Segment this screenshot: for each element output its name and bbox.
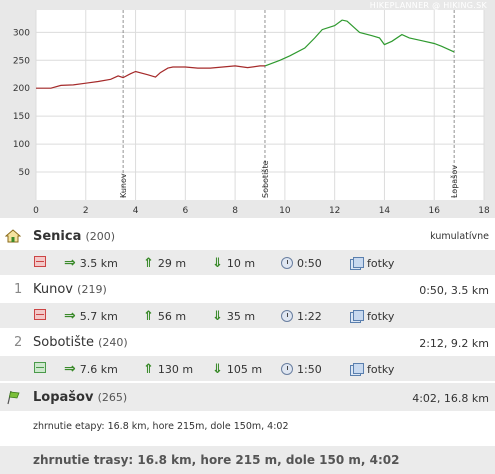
end-altitude: (265) <box>97 391 128 404</box>
segment-descent: ⇓ 10 m <box>212 255 256 271</box>
start-stop-name[interactable]: Senica (200) <box>33 229 116 244</box>
route-stop-row-2[interactable]: 2 Sobotište (240) 2:12, 9.2 km <box>0 328 495 356</box>
route-summary: zhrnutie trasy: 16.8 km, hore 215 m, dol… <box>33 453 400 467</box>
elevation-series-line <box>264 19 455 67</box>
arrow-right-icon: ⇒ <box>64 308 76 324</box>
x-tick-label: 8 <box>232 206 238 216</box>
clock-icon <box>281 363 293 375</box>
x-tick-label: 12 <box>329 206 340 216</box>
arrow-down-icon: ⇓ <box>212 361 223 377</box>
clock-icon <box>281 310 293 322</box>
y-tick-label: 250 <box>13 56 30 66</box>
clock-icon <box>281 257 293 269</box>
stage-summary: zhrnutie etapy: 16.8 km, hore 215m, dole… <box>33 421 289 432</box>
route-end-row[interactable]: Lopašov (265) 4:02, 16.8 km <box>0 383 495 411</box>
route-start-row[interactable]: Senica (200) kumulatívne <box>0 222 495 250</box>
photos-icon <box>350 257 364 270</box>
plot-area <box>36 10 484 200</box>
segment-distance: ⇒ 5.7 km <box>64 308 118 324</box>
segment-row-1[interactable]: ⇒ 3.5 km ⇑ 29 m ⇓ 10 m 0:50 fotky <box>0 250 495 275</box>
segment-time: 1:22 <box>281 309 322 323</box>
waypoint-label: Lopašov <box>449 165 459 198</box>
segment-icon[interactable] <box>34 309 46 320</box>
arrow-down-icon: ⇓ <box>212 308 223 324</box>
segment-icon[interactable] <box>34 362 46 373</box>
photos-icon <box>350 310 364 323</box>
x-tick-label: 4 <box>133 206 139 216</box>
cumulative-header: kumulatívne <box>430 231 489 242</box>
photos-icon <box>350 363 364 376</box>
segment-photos-link[interactable]: fotky <box>350 256 394 270</box>
start-altitude: (200) <box>85 230 116 243</box>
x-tick-label: 2 <box>83 206 89 216</box>
arrow-down-icon: ⇓ <box>212 255 223 271</box>
segment-row-3[interactable]: ⇒ 7.6 km ⇑ 130 m ⇓ 105 m 1:50 fotky <box>0 356 495 381</box>
end-cumulative: 4:02, 16.8 km <box>412 392 489 405</box>
elevation-series-line <box>36 65 265 89</box>
segment-distance: ⇒ 7.6 km <box>64 361 118 377</box>
x-tick-label: 16 <box>428 206 440 216</box>
segment-ascent: ⇑ 130 m <box>143 361 194 377</box>
route-summary-bar: zhrnutie trasy: 16.8 km, hore 215 m, dol… <box>0 446 495 474</box>
stop-name[interactable]: Kunov (219) <box>33 282 107 297</box>
arrow-right-icon: ⇒ <box>64 255 76 271</box>
segment-descent: ⇓ 35 m <box>212 308 256 324</box>
waypoint-label: Sobotište <box>260 160 270 198</box>
x-tick-label: 6 <box>182 206 188 216</box>
segment-distance: ⇒ 3.5 km <box>64 255 118 271</box>
x-tick-label: 0 <box>33 206 39 216</box>
finish-flag-icon <box>7 390 20 405</box>
stop-cumulative: 0:50, 3.5 km <box>419 284 489 297</box>
arrow-up-icon: ⇑ <box>143 308 154 324</box>
stop-cumulative: 2:12, 9.2 km <box>419 337 489 350</box>
elevation-chart: 50 100 150 200 250 300 0 2 4 6 8 10 12 14 16 18 Kunov So… <box>13 1 490 216</box>
elevation-profile: 50 100 150 200 250 300 0 2 4 6 8 10 12 14 16 18 Kunov So… <box>0 0 495 218</box>
y-tick-label: 100 <box>13 140 30 150</box>
segment-time: 1:50 <box>281 362 322 376</box>
segment-descent: ⇓ 105 m <box>212 361 263 377</box>
stop-number: 2 <box>14 335 23 350</box>
segment-ascent: ⇑ 29 m <box>143 255 187 271</box>
x-tick-label: 18 <box>478 206 490 216</box>
stop-number: 1 <box>14 282 23 297</box>
route-stop-row-1[interactable]: 1 Kunov (219) 0:50, 3.5 km <box>0 275 495 303</box>
stop-name[interactable]: Sobotište (240) <box>33 335 128 350</box>
x-tick-label: 10 <box>279 206 291 216</box>
segment-photos-link[interactable]: fotky <box>350 362 394 376</box>
y-tick-label: 150 <box>13 112 30 122</box>
segment-icon[interactable] <box>34 256 46 267</box>
stop-altitude: (219) <box>77 283 107 296</box>
x-tick-label: 14 <box>379 206 391 216</box>
arrow-right-icon: ⇒ <box>64 361 76 377</box>
segment-photos-link[interactable]: fotky <box>350 309 394 323</box>
end-stop-name[interactable]: Lopašov (265) <box>33 390 128 405</box>
segment-ascent: ⇑ 56 m <box>143 308 187 324</box>
y-tick-label: 200 <box>13 84 30 94</box>
arrow-up-icon: ⇑ <box>143 361 154 377</box>
stop-altitude: (240) <box>98 336 128 349</box>
waypoint-label: Kunov <box>119 173 128 198</box>
branding-label: HIKEPLANNER @ HIKING.SK <box>370 1 488 10</box>
segment-time: 0:50 <box>281 256 322 270</box>
y-tick-label: 50 <box>19 168 31 178</box>
segment-row-2[interactable]: ⇒ 5.7 km ⇑ 56 m ⇓ 35 m 1:22 fotky <box>0 303 495 328</box>
home-icon <box>5 229 21 243</box>
arrow-up-icon: ⇑ <box>143 255 154 271</box>
y-tick-label: 300 <box>13 28 30 38</box>
